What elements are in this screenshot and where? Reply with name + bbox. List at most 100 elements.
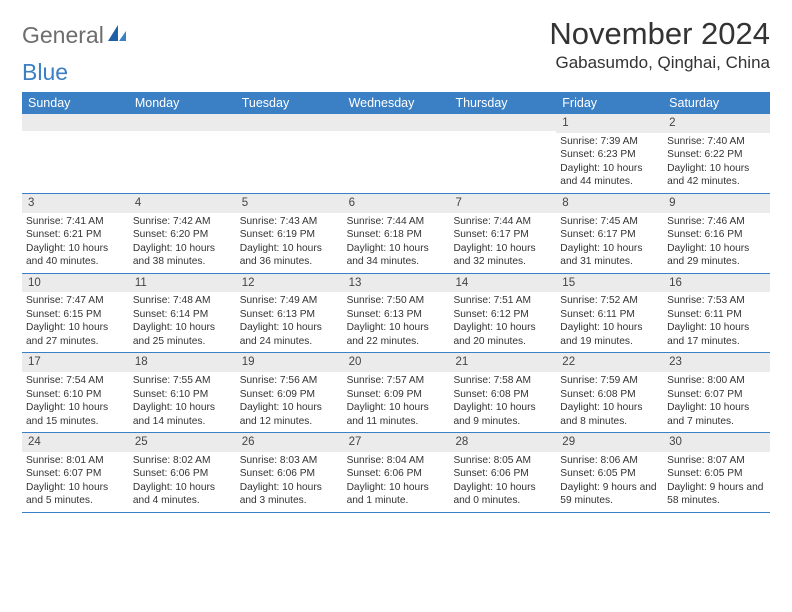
sunset-text: Sunset: 6:08 PM [453,388,552,401]
daylight-text: Daylight: 10 hours and 0 minutes. [453,481,552,508]
daylight-text: Daylight: 10 hours and 14 minutes. [133,401,232,428]
day-cell [343,114,450,193]
daylight-text: Daylight: 10 hours and 27 minutes. [26,321,125,348]
day-detail: Sunrise: 7:41 AMSunset: 6:21 PMDaylight:… [22,213,129,273]
sunrise-text: Sunrise: 8:04 AM [347,454,446,467]
day-cell: 8Sunrise: 7:45 AMSunset: 6:17 PMDaylight… [556,194,663,273]
daylight-text: Daylight: 10 hours and 25 minutes. [133,321,232,348]
day-cell: 9Sunrise: 7:46 AMSunset: 6:16 PMDaylight… [663,194,770,273]
sunrise-text: Sunrise: 8:05 AM [453,454,552,467]
sunset-text: Sunset: 6:16 PM [667,228,766,241]
day-detail: Sunrise: 8:07 AMSunset: 6:05 PMDaylight:… [663,452,770,512]
sunset-text: Sunset: 6:11 PM [667,308,766,321]
location-text: Gabasumdo, Qinghai, China [549,53,770,73]
day-cell: 11Sunrise: 7:48 AMSunset: 6:14 PMDayligh… [129,274,236,353]
month-title: November 2024 [549,16,770,52]
day-cell: 10Sunrise: 7:47 AMSunset: 6:15 PMDayligh… [22,274,129,353]
day-cell: 25Sunrise: 8:02 AMSunset: 6:06 PMDayligh… [129,433,236,512]
day-cell [449,114,556,193]
day-cell: 3Sunrise: 7:41 AMSunset: 6:21 PMDaylight… [22,194,129,273]
day-detail: Sunrise: 8:00 AMSunset: 6:07 PMDaylight:… [663,372,770,432]
sunset-text: Sunset: 6:19 PM [240,228,339,241]
day-cell: 21Sunrise: 7:58 AMSunset: 6:08 PMDayligh… [449,353,556,432]
sunset-text: Sunset: 6:06 PM [347,467,446,480]
daylight-text: Daylight: 10 hours and 36 minutes. [240,242,339,269]
day-number [22,114,129,131]
sunset-text: Sunset: 6:05 PM [560,467,659,480]
day-number: 20 [343,353,450,372]
daylight-text: Daylight: 10 hours and 29 minutes. [667,242,766,269]
sunset-text: Sunset: 6:15 PM [26,308,125,321]
day-number: 18 [129,353,236,372]
day-number: 16 [663,274,770,293]
day-cell: 26Sunrise: 8:03 AMSunset: 6:06 PMDayligh… [236,433,343,512]
daylight-text: Daylight: 10 hours and 1 minute. [347,481,446,508]
week-row: 24Sunrise: 8:01 AMSunset: 6:07 PMDayligh… [22,433,770,513]
day-number: 1 [556,114,663,133]
day-number: 29 [556,433,663,452]
day-detail: Sunrise: 7:40 AMSunset: 6:22 PMDaylight:… [663,133,770,193]
day-detail: Sunrise: 7:55 AMSunset: 6:10 PMDaylight:… [129,372,236,432]
sunrise-text: Sunrise: 8:03 AM [240,454,339,467]
sunset-text: Sunset: 6:13 PM [347,308,446,321]
day-cell: 20Sunrise: 7:57 AMSunset: 6:09 PMDayligh… [343,353,450,432]
logo: General [22,16,130,49]
day-detail: Sunrise: 7:59 AMSunset: 6:08 PMDaylight:… [556,372,663,432]
day-cell [22,114,129,193]
daylight-text: Daylight: 10 hours and 38 minutes. [133,242,232,269]
daylight-text: Daylight: 9 hours and 58 minutes. [667,481,766,508]
daylight-text: Daylight: 10 hours and 9 minutes. [453,401,552,428]
sunrise-text: Sunrise: 7:55 AM [133,374,232,387]
sunset-text: Sunset: 6:10 PM [26,388,125,401]
day-number: 27 [343,433,450,452]
daylight-text: Daylight: 10 hours and 44 minutes. [560,162,659,189]
day-detail: Sunrise: 8:01 AMSunset: 6:07 PMDaylight:… [22,452,129,512]
week-row: 10Sunrise: 7:47 AMSunset: 6:15 PMDayligh… [22,274,770,354]
day-detail: Sunrise: 7:50 AMSunset: 6:13 PMDaylight:… [343,292,450,352]
sunset-text: Sunset: 6:21 PM [26,228,125,241]
sunset-text: Sunset: 6:23 PM [560,148,659,161]
sunrise-text: Sunrise: 7:53 AM [667,294,766,307]
daylight-text: Daylight: 10 hours and 40 minutes. [26,242,125,269]
sail-icon [106,23,128,48]
day-cell: 22Sunrise: 7:59 AMSunset: 6:08 PMDayligh… [556,353,663,432]
day-detail: Sunrise: 7:58 AMSunset: 6:08 PMDaylight:… [449,372,556,432]
sunrise-text: Sunrise: 7:44 AM [453,215,552,228]
day-number: 7 [449,194,556,213]
daylight-text: Daylight: 10 hours and 31 minutes. [560,242,659,269]
calendar: Sunday Monday Tuesday Wednesday Thursday… [22,92,770,513]
daylight-text: Daylight: 10 hours and 42 minutes. [667,162,766,189]
day-detail: Sunrise: 7:51 AMSunset: 6:12 PMDaylight:… [449,292,556,352]
sunrise-text: Sunrise: 7:39 AM [560,135,659,148]
week-row: 3Sunrise: 7:41 AMSunset: 6:21 PMDaylight… [22,194,770,274]
daylight-text: Daylight: 10 hours and 32 minutes. [453,242,552,269]
day-number: 22 [556,353,663,372]
sunset-text: Sunset: 6:09 PM [347,388,446,401]
day-detail: Sunrise: 8:03 AMSunset: 6:06 PMDaylight:… [236,452,343,512]
daylight-text: Daylight: 10 hours and 3 minutes. [240,481,339,508]
day-cell: 29Sunrise: 8:06 AMSunset: 6:05 PMDayligh… [556,433,663,512]
sunset-text: Sunset: 6:06 PM [453,467,552,480]
day-header-wed: Wednesday [343,92,450,114]
day-header-sun: Sunday [22,92,129,114]
day-number: 11 [129,274,236,293]
sunrise-text: Sunrise: 7:45 AM [560,215,659,228]
day-cell: 4Sunrise: 7:42 AMSunset: 6:20 PMDaylight… [129,194,236,273]
day-cell: 28Sunrise: 8:05 AMSunset: 6:06 PMDayligh… [449,433,556,512]
day-cell: 23Sunrise: 8:00 AMSunset: 6:07 PMDayligh… [663,353,770,432]
day-cell [236,114,343,193]
day-number: 14 [449,274,556,293]
sunrise-text: Sunrise: 8:00 AM [667,374,766,387]
sunrise-text: Sunrise: 8:07 AM [667,454,766,467]
week-row: 17Sunrise: 7:54 AMSunset: 6:10 PMDayligh… [22,353,770,433]
day-number: 13 [343,274,450,293]
sunset-text: Sunset: 6:09 PM [240,388,339,401]
sunrise-text: Sunrise: 7:48 AM [133,294,232,307]
day-header-mon: Monday [129,92,236,114]
daylight-text: Daylight: 10 hours and 8 minutes. [560,401,659,428]
day-detail: Sunrise: 7:43 AMSunset: 6:19 PMDaylight:… [236,213,343,273]
daylight-text: Daylight: 10 hours and 5 minutes. [26,481,125,508]
logo-text-general: General [22,22,104,49]
sunset-text: Sunset: 6:10 PM [133,388,232,401]
day-cell: 18Sunrise: 7:55 AMSunset: 6:10 PMDayligh… [129,353,236,432]
